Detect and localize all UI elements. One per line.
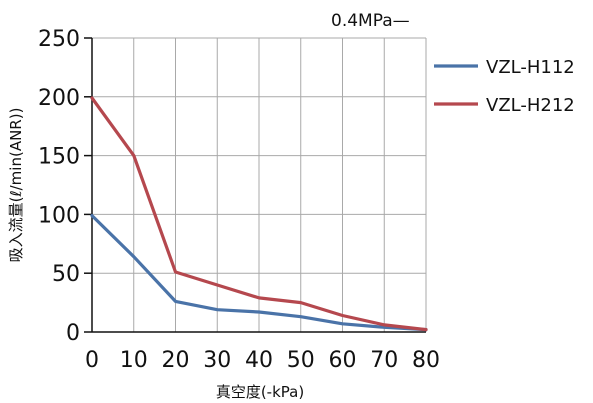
x-tick-label-30: 30 [203,348,231,373]
grid [92,37,427,332]
legend: VZL-H112 VZL-H212 [434,57,575,116]
legend-label-vzl-h212: VZL-H212 [486,95,575,116]
series-line-vzl-h112 [90,214,428,332]
legend-label-vzl-h112: VZL-H112 [486,57,575,78]
y-tick-label-0: 0 [66,321,80,346]
y-tick-label-200: 200 [38,86,80,111]
pressure-annotation: 0.4MPa— [331,11,410,31]
x-tick-label-70: 70 [370,348,398,373]
x-tick-label-60: 60 [329,348,357,373]
y-tick-labels: 0 50 100 150 200 250 [38,27,80,346]
x-tick-label-80: 80 [412,348,440,373]
y-tick-label-250: 250 [38,27,80,52]
x-tick-label-40: 40 [245,348,273,373]
y-tick-label-150: 150 [38,145,80,170]
y-axis-label: 吸入流量(ℓ/min(ANR)) [7,108,25,263]
x-tick-label-0: 0 [85,348,99,373]
x-tick-label-10: 10 [120,348,148,373]
x-axis-label: 真空度(-kPa) [216,383,304,401]
series-line-vzl-h212 [90,96,428,332]
series-lines [90,96,428,332]
axes [84,37,426,333]
x-tick-label-20: 20 [162,348,190,373]
x-tick-labels: 0 10 20 30 40 50 60 70 80 [85,348,440,373]
y-tick-label-100: 100 [38,203,80,228]
x-tick-label-50: 50 [287,348,315,373]
y-tick-label-50: 50 [52,262,80,287]
